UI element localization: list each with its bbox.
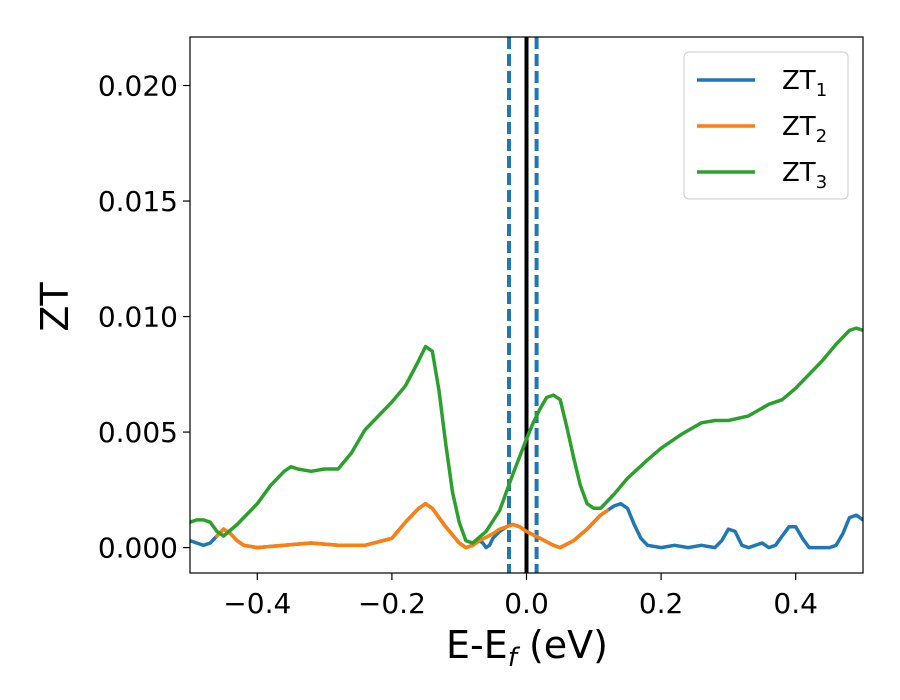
x-axis: −0.4 −0.2 0.0 0.2 0.4 xyxy=(223,573,818,620)
x-tick-label: 0.2 xyxy=(639,587,684,620)
x-tick-label: 0.0 xyxy=(504,587,549,620)
legend-label-zt3: ZT3 xyxy=(782,158,827,193)
series-lines xyxy=(190,326,863,550)
y-tick-label: 0.005 xyxy=(98,416,178,449)
x-axis-label: E-Ef (eV) xyxy=(446,623,608,673)
x-tick-label: −0.2 xyxy=(358,587,426,620)
series-line-zt3 xyxy=(190,326,863,545)
legend-label-zt1: ZT1 xyxy=(782,66,827,101)
y-axis-label: ZT xyxy=(33,282,77,332)
legend-label-zt2: ZT2 xyxy=(782,112,827,147)
x-tick-label: −0.4 xyxy=(223,587,291,620)
x-tick-label: 0.4 xyxy=(773,587,818,620)
legend: ZT1 ZT2 ZT3 xyxy=(683,51,849,200)
legend-box xyxy=(683,51,849,200)
y-axis: 0.000 0.005 0.010 0.015 0.020 xyxy=(98,70,190,565)
y-tick-label: 0.000 xyxy=(98,532,178,565)
y-tick-label: 0.010 xyxy=(98,301,178,334)
series-line-zt2 xyxy=(215,501,610,550)
y-tick-label: 0.015 xyxy=(98,185,178,218)
y-tick-label: 0.020 xyxy=(98,70,178,103)
